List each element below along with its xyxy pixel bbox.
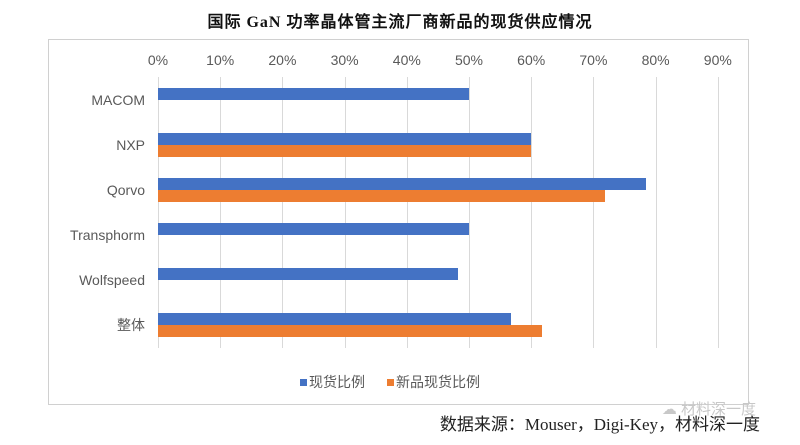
category-label: Wolfspeed: [79, 272, 145, 288]
x-tick-label: 70%: [579, 52, 608, 68]
bar: [158, 133, 532, 145]
legend-swatch-orange: [387, 378, 394, 386]
category-label: NXP: [116, 137, 145, 153]
gridline: [469, 77, 470, 348]
bar: [158, 145, 532, 157]
legend-item-spot: 现货比例: [300, 372, 365, 392]
legend-label: 现货比例: [309, 374, 365, 390]
gridline: [717, 77, 719, 348]
category-label: 整体: [117, 317, 145, 333]
source-note: 数据来源：Mouser，Digi-Key，材料深一度: [439, 415, 760, 434]
bar: [158, 223, 469, 235]
legend: 现货比例 新品现货比例: [300, 372, 480, 392]
x-tick-label: 60%: [517, 52, 546, 68]
category-label: MACOM: [91, 92, 145, 108]
x-tick-label: 40%: [392, 52, 421, 68]
gridline: [282, 77, 284, 348]
legend-item-new-spot: 新品现货比例: [387, 372, 480, 392]
x-tick-label: 0%: [147, 52, 169, 68]
gridline: [406, 77, 408, 348]
legend-label: 新品现货比例: [396, 374, 480, 390]
watermark: ☁ 材料深一度: [661, 401, 756, 418]
chart-frame: [48, 39, 749, 405]
gridline: [158, 77, 159, 348]
gridline: [220, 77, 222, 348]
x-tick-label: 80%: [641, 52, 670, 68]
gridline: [655, 77, 657, 348]
chart-title: 国际 GaN 功率晶体管主流厂商新品的现货供应情况: [207, 14, 593, 31]
bar: [158, 268, 459, 280]
wechat-icon: ☁: [661, 401, 681, 418]
x-tick-label: 30%: [330, 52, 359, 68]
legend-swatch-blue: [300, 378, 307, 386]
bar: [158, 325, 542, 337]
x-tick-label: 20%: [268, 52, 297, 68]
bar: [158, 178, 647, 190]
bar: [158, 313, 512, 325]
x-tick-label: 10%: [206, 52, 235, 68]
category-label: Qorvo: [106, 182, 145, 198]
x-tick-label: 90%: [703, 52, 732, 68]
bar: [158, 88, 469, 100]
gridline: [593, 77, 595, 348]
bar: [158, 190, 605, 202]
gridline: [344, 77, 346, 348]
category-label: Transphorm: [70, 227, 145, 243]
x-tick-label: 50%: [454, 52, 484, 68]
gridline: [531, 77, 533, 348]
